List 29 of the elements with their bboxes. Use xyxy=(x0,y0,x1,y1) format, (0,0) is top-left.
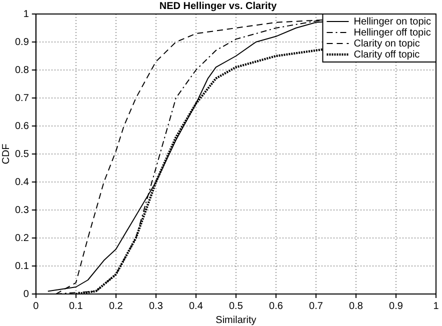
chart-title: NED Hellinger vs. Clarity xyxy=(159,0,278,12)
y-tick-label: 0.3 xyxy=(14,204,30,216)
x-tick-label: 0.5 xyxy=(229,300,244,312)
y-tick-label: 0.8 xyxy=(14,64,30,76)
y-tick-label: 0.1 xyxy=(14,260,30,272)
x-tick-label: 0.2 xyxy=(108,300,124,312)
x-tick-label: 0.9 xyxy=(389,300,404,312)
x-tick-label: 0.4 xyxy=(188,300,204,312)
y-tick-label: 0.2 xyxy=(14,232,30,244)
x-tick-label: 0 xyxy=(33,300,40,312)
y-tick-label: 0.9 xyxy=(14,36,30,48)
y-tick-label: 1 xyxy=(23,8,30,20)
x-tick-label: 1 xyxy=(433,300,440,312)
y-tick-label: 0.7 xyxy=(14,92,30,104)
legend-label: Hellinger off topic xyxy=(354,27,431,38)
legend-label: Clarity on topic xyxy=(354,38,420,50)
x-tick-label: 0.1 xyxy=(68,300,84,312)
x-tick-label: 0.8 xyxy=(349,300,364,312)
y-axis-title: CDF xyxy=(0,144,12,164)
x-axis-title: Similarity xyxy=(216,314,256,326)
y-tick-label: 0 xyxy=(23,288,30,300)
x-tick-label: 0.6 xyxy=(269,300,284,312)
legend-label: Hellinger on topic xyxy=(354,16,431,28)
legend-label: Clarity off topic xyxy=(354,49,420,60)
y-tick-label: 0.4 xyxy=(14,176,30,188)
y-tick-label: 0.6 xyxy=(14,120,30,132)
y-tick-label: 0.5 xyxy=(14,148,30,160)
x-tick-label: 0.3 xyxy=(148,300,164,312)
x-tick-label: 0.7 xyxy=(309,300,324,312)
